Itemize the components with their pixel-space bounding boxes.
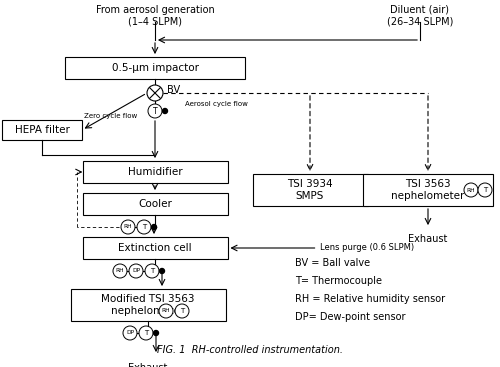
Circle shape (147, 85, 163, 101)
Bar (82, 237, 228, 259)
Circle shape (464, 183, 478, 197)
Text: Exhaust: Exhaust (128, 363, 168, 367)
Text: Exhaust: Exhaust (408, 234, 448, 244)
Circle shape (160, 269, 164, 273)
Bar (252, 174, 368, 206)
Text: TSI 3934
SMPS: TSI 3934 SMPS (287, 179, 333, 201)
Text: Humidifier: Humidifier (128, 167, 182, 177)
Circle shape (137, 220, 151, 234)
Circle shape (145, 264, 159, 278)
Text: Zero cycle flow: Zero cycle flow (84, 113, 137, 119)
Text: BV = Ball valve: BV = Ball valve (295, 258, 370, 268)
Bar (65, 57, 245, 79)
Circle shape (478, 183, 492, 197)
Text: T: T (180, 308, 184, 314)
Bar (82, 193, 228, 215)
Bar (2, 120, 82, 140)
Text: Diluent (air)
(26–34 SLPM): Diluent (air) (26–34 SLPM) (387, 5, 453, 26)
Text: 0.5-μm impactor: 0.5-μm impactor (112, 63, 198, 73)
Bar (70, 289, 226, 321)
Circle shape (129, 264, 143, 278)
Text: TSI 3563
nephelometer: TSI 3563 nephelometer (392, 179, 464, 201)
Text: RH: RH (124, 225, 132, 229)
Text: T: T (483, 187, 487, 193)
Text: RH: RH (466, 188, 475, 193)
Text: BV: BV (167, 85, 180, 95)
Circle shape (175, 304, 189, 318)
Text: Lens purge (0.6 SLPM): Lens purge (0.6 SLPM) (320, 243, 414, 252)
Circle shape (162, 109, 168, 113)
Text: Extinction cell: Extinction cell (118, 243, 192, 253)
Text: T= Thermocouple: T= Thermocouple (295, 276, 382, 286)
Text: T: T (144, 330, 148, 336)
Text: Modified TSI 3563
nephelometer: Modified TSI 3563 nephelometer (101, 294, 195, 316)
Text: RH = Relative humidity sensor: RH = Relative humidity sensor (295, 294, 445, 304)
Circle shape (113, 264, 127, 278)
Text: DP= Dew-point sensor: DP= Dew-point sensor (295, 312, 406, 322)
Text: RH: RH (116, 269, 124, 273)
Circle shape (139, 326, 153, 340)
Text: DP: DP (126, 331, 134, 335)
Text: From aerosol generation
(1–4 SLPM): From aerosol generation (1–4 SLPM) (96, 5, 214, 26)
Circle shape (121, 220, 135, 234)
Circle shape (159, 304, 173, 318)
Text: Cooler: Cooler (138, 199, 172, 209)
Bar (363, 174, 493, 206)
Text: FIG. 1  RH-controlled instrumentation.: FIG. 1 RH-controlled instrumentation. (157, 345, 343, 355)
Circle shape (123, 326, 137, 340)
Bar (82, 161, 228, 183)
Text: T: T (142, 224, 146, 230)
Text: HEPA filter: HEPA filter (14, 125, 70, 135)
Circle shape (152, 225, 156, 229)
Text: DP: DP (132, 269, 140, 273)
Text: T: T (152, 106, 158, 116)
Text: RH: RH (162, 309, 170, 313)
Circle shape (154, 331, 158, 335)
Text: T: T (150, 268, 154, 274)
Text: Aerosol cycle flow: Aerosol cycle flow (185, 101, 248, 107)
Circle shape (148, 104, 162, 118)
